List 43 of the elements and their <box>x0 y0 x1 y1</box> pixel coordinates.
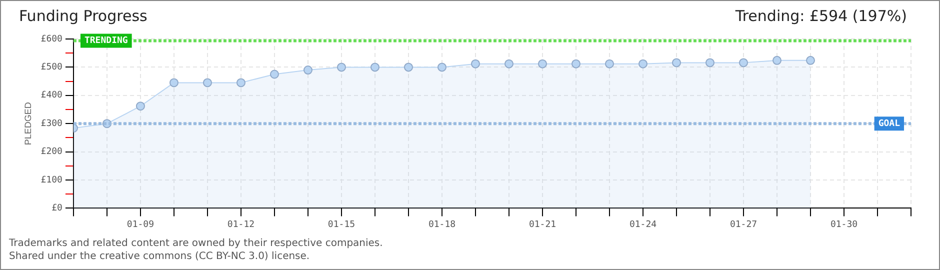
ref-line-label: TRENDING <box>84 36 128 46</box>
x-tick-label: 01-24 <box>629 220 657 230</box>
text: Trademarks and related content are owned by their respective companies. <box>9 237 383 250</box>
x-tick-label: 01-15 <box>328 220 356 230</box>
x-tick-label: 01-18 <box>428 220 456 230</box>
x-tick-label: 01-21 <box>528 220 556 230</box>
point <box>270 70 279 79</box>
point <box>236 78 246 88</box>
point <box>538 59 547 68</box>
y-axis-title: PLEDGED <box>22 102 33 146</box>
point <box>136 102 145 111</box>
y-tick-label: £400 <box>40 90 62 101</box>
point <box>370 62 380 72</box>
point <box>470 59 480 68</box>
point <box>672 58 681 68</box>
text: Shared under the creative commons (CC BY-NC 3.0) license. <box>9 250 311 263</box>
point <box>604 59 614 68</box>
y-tick-label: £500 <box>40 62 62 73</box>
point <box>437 62 446 72</box>
ref-line-label: GOAL <box>878 118 901 129</box>
point <box>806 56 815 65</box>
point <box>404 62 413 72</box>
point <box>169 78 178 88</box>
y-tick-label: £200 <box>40 147 62 158</box>
x-tick-label: 01-09 <box>126 220 154 230</box>
point <box>571 59 580 68</box>
point <box>504 59 514 68</box>
chart-subtitle: Trending: £594 (197%) <box>735 7 907 25</box>
y-tick-label: £600 <box>40 34 62 44</box>
x-tick-label: 01-27 <box>730 220 758 230</box>
point <box>303 66 312 75</box>
y-tick-label: £0 <box>52 204 62 214</box>
point <box>638 59 648 68</box>
point <box>202 78 212 88</box>
chart-title: Funding Progress <box>19 7 148 25</box>
point <box>336 62 346 72</box>
y-tick-label: £300 <box>40 118 62 129</box>
x-tick-label: 01-12 <box>227 220 255 230</box>
y-tick-label: £100 <box>40 175 62 186</box>
point <box>738 58 748 68</box>
x-tick-label: 01-30 <box>830 220 858 230</box>
point <box>705 58 714 68</box>
point <box>772 56 782 65</box>
